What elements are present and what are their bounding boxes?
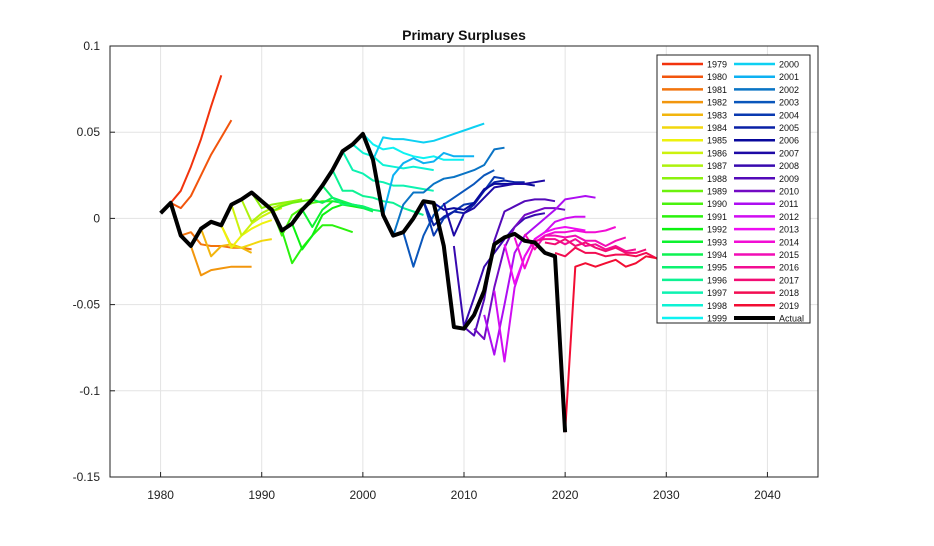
series-line-2005 <box>422 179 525 227</box>
x-tick-label: 2040 <box>754 488 781 502</box>
legend-label: 2009 <box>779 174 799 184</box>
y-tick-label: -0.15 <box>73 470 101 484</box>
legend-label: 2019 <box>779 301 799 311</box>
series-line-1987 <box>240 198 293 223</box>
series-line-1982 <box>189 245 252 277</box>
series-line-1999 <box>362 133 464 161</box>
x-tick-label: 1990 <box>248 488 275 502</box>
series-line-2018 <box>554 246 657 259</box>
series-lines <box>159 74 667 433</box>
series-line-1998 <box>352 143 434 172</box>
legend-label: 2006 <box>779 136 799 146</box>
legend-label: 1991 <box>707 212 727 222</box>
x-tick-label: 2000 <box>350 488 377 502</box>
legend-label: 1993 <box>707 237 727 247</box>
legend-label: 1989 <box>707 187 727 197</box>
legend-label: 2008 <box>779 161 799 171</box>
y-tick-label: 0.05 <box>77 125 101 139</box>
series-line-2013 <box>503 226 586 285</box>
series-line-2014 <box>513 226 617 270</box>
legend-label: 1986 <box>707 148 727 158</box>
legend-label: 2011 <box>779 199 798 209</box>
legend-label: 2015 <box>779 250 799 260</box>
legend-label: 2010 <box>779 187 799 197</box>
series-line-1991 <box>280 224 354 265</box>
legend-label: 2017 <box>779 275 799 285</box>
axes: 1980 1990 2000 2010 2020 2030 2040 0.1 0.05 0 -0.0… <box>73 39 781 502</box>
series-line-2010 <box>473 207 566 341</box>
legend-label: 1988 <box>707 174 727 184</box>
series-line-2000 <box>372 122 485 161</box>
series-line-1992 <box>291 203 364 251</box>
legend-label: 2000 <box>779 60 799 70</box>
chart-title: Primary Surpluses <box>402 27 526 43</box>
legend-label: 1985 <box>707 136 727 146</box>
series-line-1980 <box>170 119 233 210</box>
legend-label: 2005 <box>779 123 799 133</box>
legend-label: 1984 <box>707 123 727 133</box>
series-line-1988 <box>250 191 303 210</box>
legend-label: 1982 <box>707 98 727 108</box>
series-line-2003 <box>402 169 495 268</box>
y-tick-label: -0.05 <box>73 298 101 312</box>
legend-label: 2012 <box>779 212 799 222</box>
legend-label: 2004 <box>779 110 799 120</box>
series-line-2001 <box>382 151 475 216</box>
legend-label: 2001 <box>779 72 799 82</box>
legend-label: 2003 <box>779 98 799 108</box>
x-tick-label: 1980 <box>147 488 174 502</box>
legend-label: 2018 <box>779 288 799 298</box>
series-line-2019 <box>564 255 667 433</box>
legend-label: 1987 <box>707 161 727 171</box>
legend-label: 1983 <box>707 110 727 120</box>
legend-label: 1996 <box>707 275 727 285</box>
legend-label: 1994 <box>707 250 727 260</box>
legend-label: 1999 <box>707 314 727 324</box>
series-line-1985 <box>220 219 273 249</box>
series-line-2011 <box>483 195 596 356</box>
legend-label: 2014 <box>779 237 799 247</box>
legend-label: 1998 <box>707 301 727 311</box>
legend-box <box>656 54 811 324</box>
legend-label: 2007 <box>779 148 799 158</box>
series-line-2016 <box>534 238 637 253</box>
legend-label: 1992 <box>707 225 727 235</box>
legend-label: 1980 <box>707 72 727 82</box>
legend-label: 2013 <box>779 225 799 235</box>
series-line-1979 <box>169 74 223 204</box>
series-line-1997 <box>341 150 434 192</box>
y-tick-label: 0.1 <box>83 39 100 53</box>
series-line-2002 <box>392 146 505 236</box>
y-tick-label: -0.1 <box>79 384 100 398</box>
series-line-1994 <box>311 196 374 213</box>
legend-label: 1979 <box>707 60 727 70</box>
legend-label: 1997 <box>707 288 727 298</box>
series-line-actual <box>159 131 568 433</box>
series-line-2009 <box>463 198 556 337</box>
legend: 1979 1980 1981 1982 1983 1984 1985 1986 1987 1988… <box>656 54 811 324</box>
series-line-2007 <box>442 179 546 237</box>
x-tick-label: 2020 <box>552 488 579 502</box>
legend-label: 2016 <box>779 263 799 273</box>
legend-label: 1981 <box>707 85 727 95</box>
series-line-1996 <box>331 169 424 216</box>
legend-label: 1995 <box>707 263 727 273</box>
series-line-2008 <box>452 212 546 328</box>
x-tick-label: 2030 <box>653 488 680 502</box>
series-line-1983 <box>200 228 253 258</box>
series-line-1995 <box>321 184 384 213</box>
series-line-2017 <box>544 238 647 254</box>
y-tick-label: 0 <box>93 211 100 225</box>
legend-label: 1990 <box>707 199 727 209</box>
legend-label: 2002 <box>779 85 799 95</box>
x-tick-label: 2010 <box>451 488 478 502</box>
legend-label: Actual <box>779 314 804 324</box>
